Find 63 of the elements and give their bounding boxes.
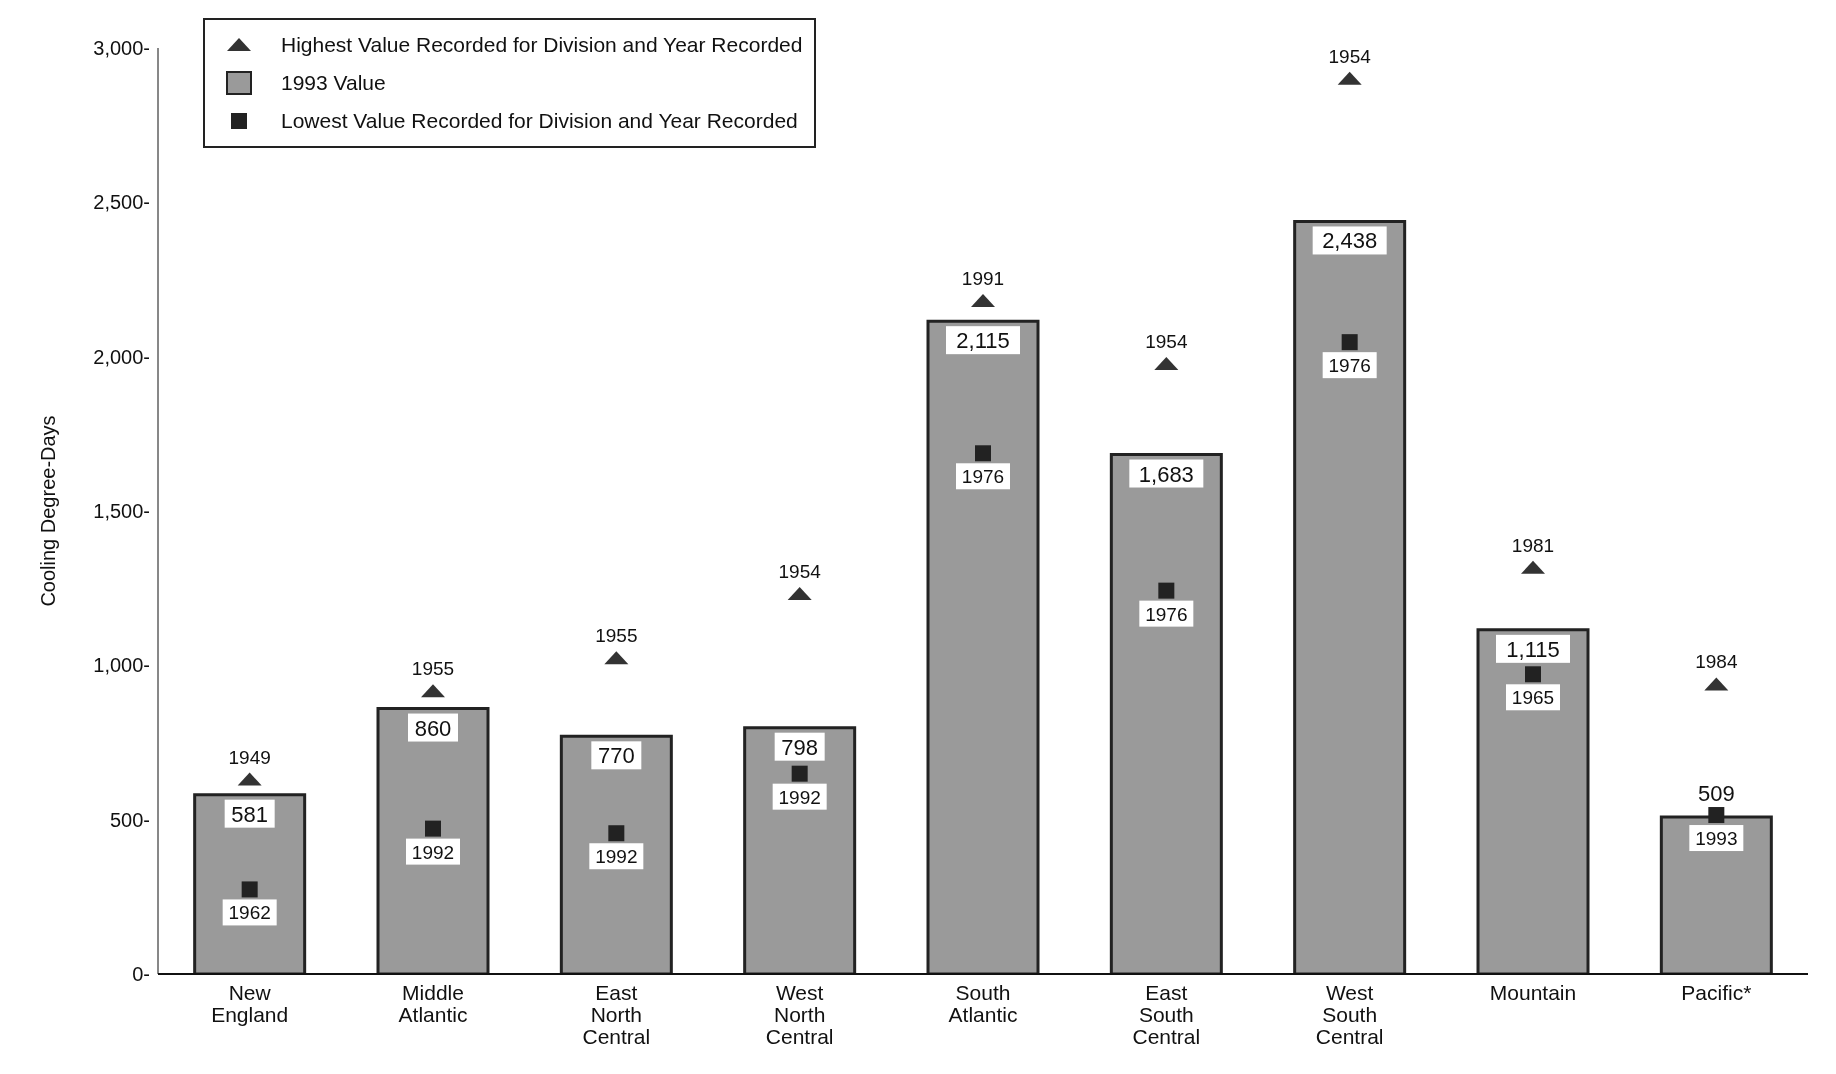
annotation: 1949 <box>228 746 271 768</box>
bar <box>743 726 857 974</box>
legend-label: 1993 Value <box>281 71 386 95</box>
x-tick-label: West South Central <box>1315 981 1384 1048</box>
data-label: 581 <box>231 801 269 827</box>
data-label: 509 <box>1697 780 1735 806</box>
annotation: 1992 <box>411 841 455 863</box>
annotation: 1981 <box>1511 534 1555 556</box>
data-label: 1,115 <box>1506 636 1560 662</box>
point <box>1341 334 1358 351</box>
bar <box>926 319 1040 974</box>
data-label: 860 <box>414 715 452 741</box>
annotation: 1992 <box>778 786 821 808</box>
y-tick-label: 1,000- <box>93 654 150 677</box>
y-tick-label: 0- <box>132 963 150 986</box>
bar <box>376 707 490 974</box>
annotation: 1976 <box>1328 355 1371 377</box>
annotation: 1955 <box>595 625 638 647</box>
point <box>1158 582 1175 599</box>
data-label: 770 <box>597 743 635 769</box>
y-tick-label: 2,000- <box>93 345 150 368</box>
x-tick-label: South Atlantic <box>948 981 1018 1026</box>
point <box>975 445 991 462</box>
bar <box>1476 628 1590 974</box>
annotation: 1955 <box>411 658 455 680</box>
annotation: 1976 <box>1145 603 1188 625</box>
x-tick-label: East South Central <box>1132 981 1201 1048</box>
bar <box>559 734 673 974</box>
x-tick-label: Pacific* <box>1681 981 1752 1004</box>
annotation: 1965 <box>1511 687 1555 709</box>
legend-label: Lowest Value Recorded for Division and Year Recorded <box>281 109 798 133</box>
y-tick-label: 3,000- <box>93 37 150 60</box>
data-label: 2,438 <box>1322 228 1378 254</box>
point <box>241 881 258 898</box>
annotation: 1962 <box>228 902 271 924</box>
annotation: 1954 <box>1328 45 1372 67</box>
point <box>1525 666 1541 683</box>
annotation: 1991 <box>961 268 1005 290</box>
y-tick-label: 500- <box>109 808 150 831</box>
annotation: 1954 <box>778 561 822 583</box>
annotation: 1984 <box>1695 651 1738 673</box>
y-tick-label: 2,500- <box>93 191 150 214</box>
point <box>791 765 808 782</box>
data-label: 798 <box>781 734 819 760</box>
annotation: 1993 <box>1695 828 1738 850</box>
point <box>1708 807 1725 824</box>
point <box>425 820 441 837</box>
annotation: 1976 <box>961 466 1005 488</box>
point <box>608 825 625 842</box>
annotation: 1992 <box>595 846 638 868</box>
bar <box>1109 453 1223 974</box>
bar <box>1293 219 1407 974</box>
annotation: 1954 <box>1145 331 1188 353</box>
x-tick-label: Middle Atlantic <box>398 981 468 1026</box>
x-tick-label: East North Central <box>582 981 651 1048</box>
x-tick-label: Mountain <box>1489 981 1577 1004</box>
data-label: 2,115 <box>956 328 1010 354</box>
y-axis-title: Cooling Degree-Days <box>37 415 60 607</box>
legend-label: Highest Value Recorded for Division and Year Recorded <box>281 33 803 57</box>
y-tick-label: 1,500- <box>93 500 150 523</box>
x-tick-label: New England <box>211 981 289 1026</box>
x-tick-label: West North Central <box>765 981 834 1048</box>
data-label: 1,683 <box>1138 461 1194 487</box>
